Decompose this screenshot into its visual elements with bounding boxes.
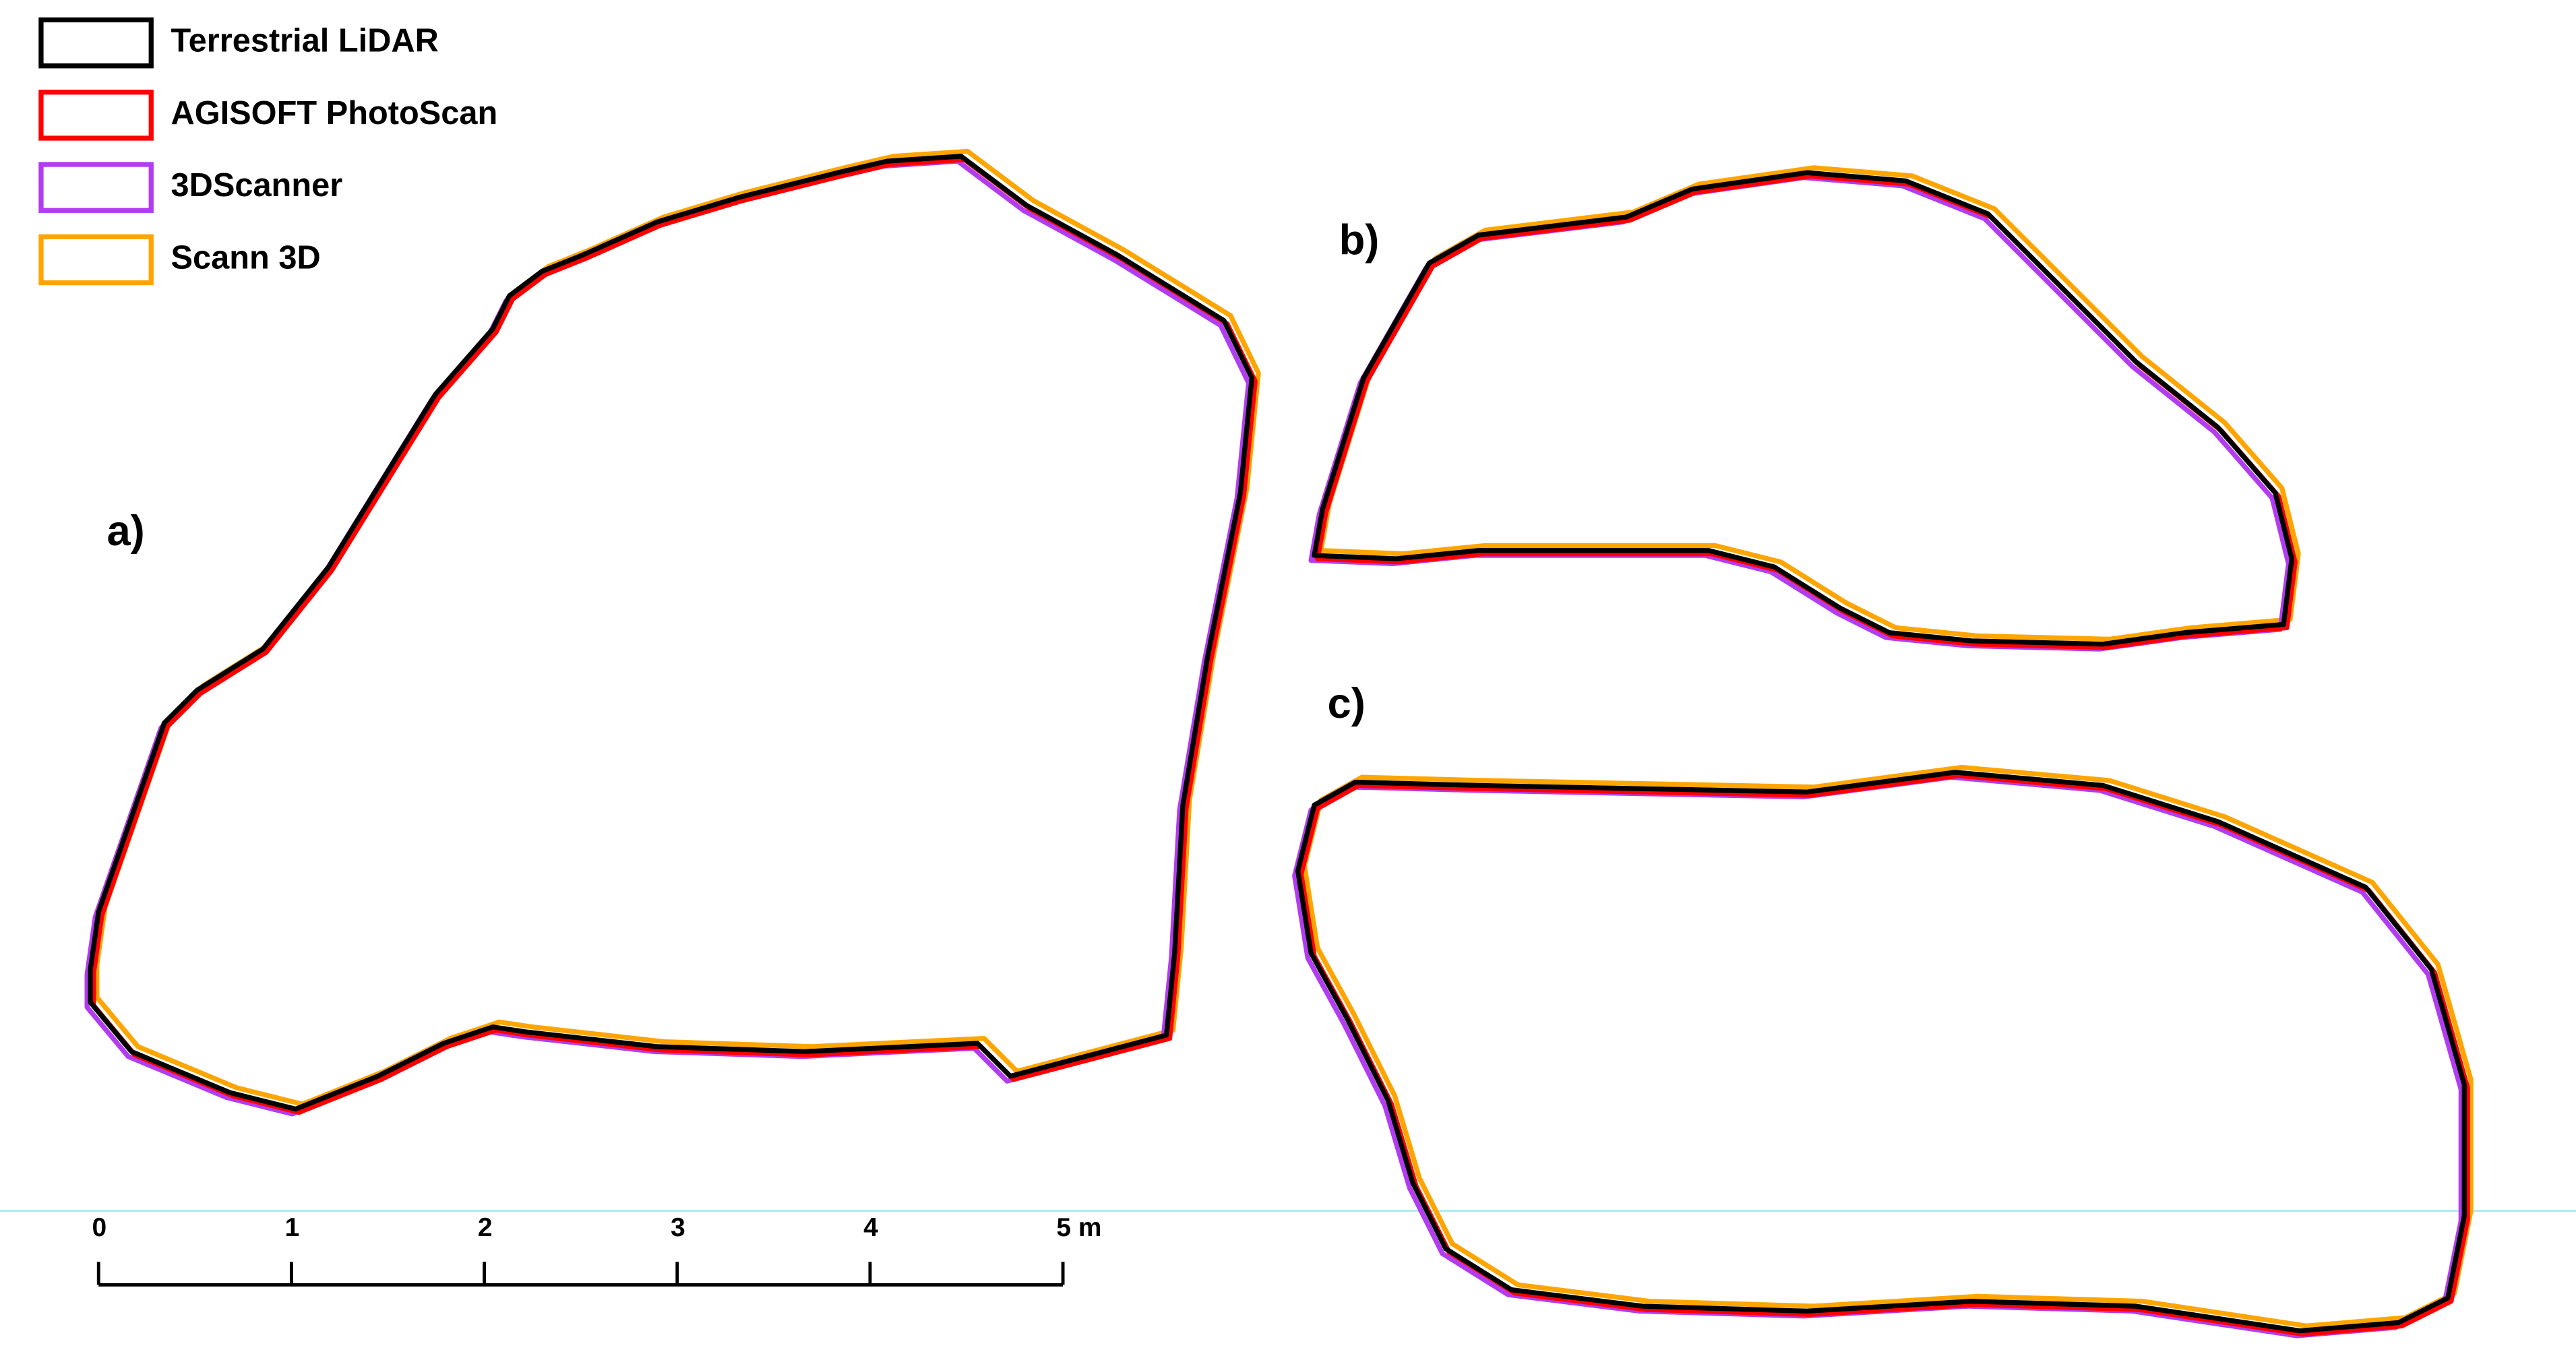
outline — [1304, 768, 2471, 1326]
scale-label: 0 — [92, 1213, 107, 1242]
panel-label: b) — [1339, 217, 1380, 264]
legend-swatch — [38, 90, 154, 141]
outline — [87, 161, 1248, 1114]
scale-bar: 0 1 2 3 4 5 m — [92, 1213, 1102, 1287]
outline — [94, 160, 1255, 1113]
scale-label: 2 — [478, 1213, 493, 1242]
legend-label: Scann 3D — [171, 239, 321, 276]
legend-label: 3DScanner — [171, 167, 343, 204]
outline — [97, 152, 1258, 1105]
outline — [90, 156, 1252, 1109]
panel-label: c) — [1328, 680, 1366, 727]
scale-label: 5 m — [1056, 1213, 1101, 1242]
scale-label: 1 — [285, 1213, 300, 1242]
outlines — [87, 152, 2471, 1336]
panel-label: a) — [106, 507, 144, 555]
legend-label: Terrestrial LiDAR — [171, 23, 439, 59]
legend-swatch — [38, 17, 154, 69]
outline — [1321, 168, 2298, 640]
legend-label: AGISOFT PhotoScan — [171, 95, 498, 131]
scale-label: 3 — [671, 1213, 685, 1242]
legend-swatch — [38, 162, 154, 213]
scale-label: 4 — [863, 1213, 878, 1242]
legend: Terrestrial LiDAR AGISOFT PhotoScan 3DScan… — [38, 17, 498, 286]
legend-swatch — [38, 234, 154, 286]
